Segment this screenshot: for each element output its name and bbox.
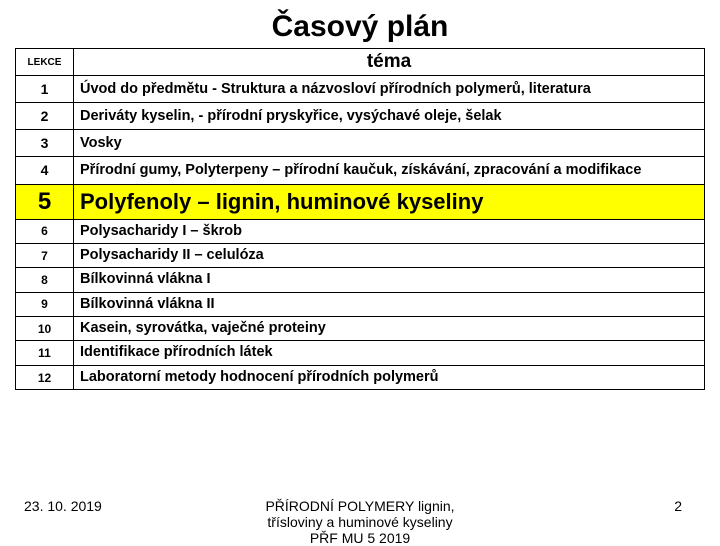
topic-text: Kasein, syrovátka, vaječné proteiny — [74, 317, 705, 341]
table-row: 1 Úvod do předmětu - Struktura a názvosl… — [16, 76, 705, 103]
table-header-row: LEKCE téma — [16, 49, 705, 76]
lekce-number: 7 — [16, 243, 74, 267]
lekce-number: 12 — [16, 365, 74, 389]
topic-text: Polysacharidy I – škrob — [74, 219, 705, 243]
table-row: 11 Identifikace přírodních látek — [16, 341, 705, 365]
lekce-number: 10 — [16, 317, 74, 341]
topic-text: Bílkovinná vlákna I — [74, 268, 705, 292]
topic-text: Polysacharidy II – celulóza — [74, 243, 705, 267]
lekce-number: 5 — [16, 184, 74, 219]
header-lekce: LEKCE — [16, 49, 74, 76]
footer-date: 23. 10. 2019 — [24, 498, 102, 514]
topic-text: Bílkovinná vlákna II — [74, 292, 705, 316]
lekce-number: 1 — [16, 76, 74, 103]
page-title: Časový plán — [0, 0, 720, 48]
lekce-number: 3 — [16, 130, 74, 157]
footer-line3: PŘF MU 5 2019 — [220, 530, 500, 546]
table-row: 12 Laboratorní metody hodnocení přírodní… — [16, 365, 705, 389]
topic-text: Úvod do předmětu - Struktura a názvoslov… — [74, 76, 705, 103]
topic-text: Polyfenoly – lignin, huminové kyseliny — [74, 184, 705, 219]
lekce-number: 9 — [16, 292, 74, 316]
footer-page-number: 2 — [674, 498, 682, 514]
topic-text: Identifikace přírodních látek — [74, 341, 705, 365]
table-row: 3 Vosky — [16, 130, 705, 157]
lekce-number: 4 — [16, 157, 74, 184]
slide-footer: 23. 10. 2019 PŘÍRODNÍ POLYMERY lignin, t… — [0, 492, 720, 540]
table-row: 2 Deriváty kyselin, - přírodní pryskyřic… — [16, 103, 705, 130]
schedule-table: LEKCE téma 1 Úvod do předmětu - Struktur… — [15, 48, 705, 390]
table-row: 4 Přírodní gumy, Polyterpeny – přírodní … — [16, 157, 705, 184]
table-row: 6 Polysacharidy I – škrob — [16, 219, 705, 243]
footer-center: PŘÍRODNÍ POLYMERY lignin, třísloviny a h… — [220, 498, 500, 546]
lekce-number: 11 — [16, 341, 74, 365]
table-row: 8 Bílkovinná vlákna I — [16, 268, 705, 292]
topic-text: Deriváty kyselin, - přírodní pryskyřice,… — [74, 103, 705, 130]
lekce-number: 6 — [16, 219, 74, 243]
topic-text: Přírodní gumy, Polyterpeny – přírodní ka… — [74, 157, 705, 184]
footer-line2: třísloviny a huminové kyseliny — [220, 514, 500, 530]
lekce-number: 2 — [16, 103, 74, 130]
topic-text: Vosky — [74, 130, 705, 157]
table-row: 10 Kasein, syrovátka, vaječné proteiny — [16, 317, 705, 341]
topic-text: Laboratorní metody hodnocení přírodních … — [74, 365, 705, 389]
lekce-number: 8 — [16, 268, 74, 292]
table-row: 9 Bílkovinná vlákna II — [16, 292, 705, 316]
footer-line1: PŘÍRODNÍ POLYMERY lignin, — [220, 498, 500, 514]
table-row-highlighted: 5 Polyfenoly – lignin, huminové kyseliny — [16, 184, 705, 219]
table-row: 7 Polysacharidy II – celulóza — [16, 243, 705, 267]
header-tema: téma — [74, 49, 705, 76]
